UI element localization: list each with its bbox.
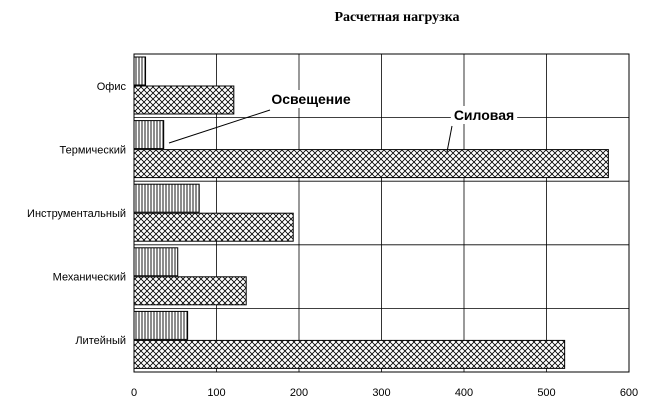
x-tick-labels: 0 100 200 300 400 500 600 [131, 387, 638, 399]
x-tick-label: 500 [537, 387, 555, 399]
x-tick-label: 300 [372, 387, 390, 399]
grid [133, 53, 630, 373]
bar-power [133, 339, 566, 369]
bar-power [133, 212, 294, 242]
x-tick-label: 600 [620, 387, 638, 399]
bar-lighting [133, 56, 147, 86]
category-label: Офис [97, 81, 127, 93]
category-label: Термический [60, 144, 127, 156]
annotation-background [268, 90, 354, 108]
annotation-leader [446, 125, 453, 153]
category-labels: Офис Термический Инструментальный Механичес… [27, 81, 126, 347]
bar-lighting [133, 183, 200, 213]
x-tick-label: 0 [131, 387, 137, 399]
annotation-leader [168, 109, 271, 144]
annotations: Освещение Силовая [168, 90, 518, 153]
bar-power [133, 85, 235, 115]
bars [133, 56, 609, 369]
bar-lighting [133, 310, 189, 340]
category-label: Механический [53, 272, 126, 284]
x-tick-label: 200 [290, 387, 308, 399]
annotation-label: Силовая [454, 107, 514, 123]
annotation-label: Освещение [271, 91, 351, 107]
bar-power [133, 149, 609, 179]
x-tick-label: 400 [455, 387, 473, 399]
category-label: Литейный [75, 335, 126, 347]
bar-lighting [133, 247, 179, 277]
chart-title: Расчетная нагрузка [334, 10, 459, 25]
x-tick-label: 100 [207, 387, 225, 399]
bar-power [133, 276, 247, 306]
annotation-background [450, 106, 518, 124]
bar-lighting [133, 120, 165, 150]
category-label: Инструментальный [27, 208, 126, 220]
